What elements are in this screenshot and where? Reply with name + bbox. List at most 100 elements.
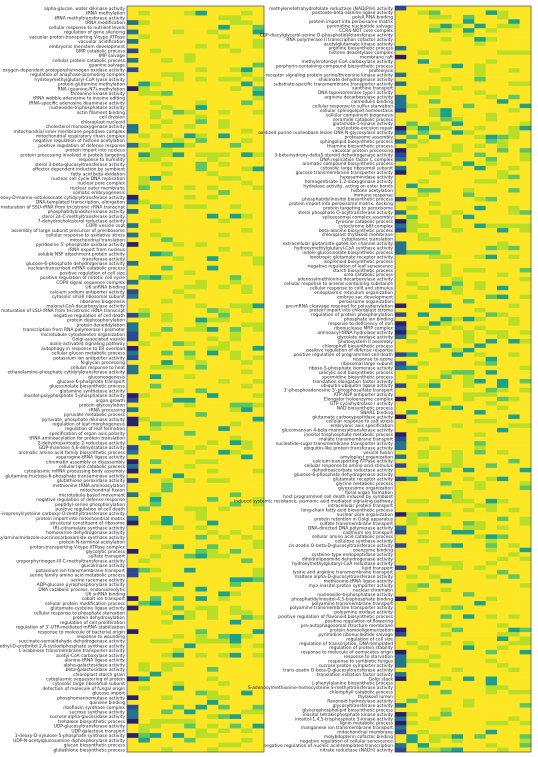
heatmap-cell bbox=[463, 521, 475, 526]
heatmap-cell bbox=[474, 729, 486, 735]
heatmap-cell bbox=[127, 468, 139, 474]
heatmap-cell bbox=[497, 627, 509, 633]
heatmap-cell bbox=[252, 246, 265, 252]
heatmap-cell bbox=[429, 210, 441, 215]
heatmap-cell bbox=[172, 412, 185, 418]
row-label: DNA-directed DNA polymerase activity bbox=[308, 525, 393, 531]
heatmap-cell bbox=[485, 636, 498, 642]
heatmap-cell bbox=[474, 41, 486, 47]
heatmap-cell bbox=[229, 10, 242, 16]
heatmap-cell bbox=[417, 636, 430, 642]
heatmap-cell bbox=[138, 57, 151, 63]
heatmap-cell bbox=[195, 95, 208, 101]
heatmap-cell bbox=[252, 265, 265, 271]
heatmap-cell bbox=[149, 86, 162, 92]
heatmap-cell bbox=[161, 430, 173, 436]
heatmap-cell bbox=[206, 553, 219, 559]
heatmap-cell bbox=[451, 680, 464, 686]
heatmap-cell bbox=[252, 124, 265, 130]
heatmap-cell bbox=[195, 152, 208, 158]
heatmap-cell bbox=[138, 185, 151, 191]
heatmap-cell bbox=[508, 463, 520, 469]
heatmap-cell bbox=[440, 103, 452, 109]
heatmap-cell bbox=[508, 228, 520, 233]
row-label: guanine salvage bbox=[89, 63, 125, 69]
heatmap-cell bbox=[252, 530, 265, 536]
heatmap-cell bbox=[395, 667, 407, 673]
heatmap-cell bbox=[229, 600, 242, 606]
heatmap-cell bbox=[395, 245, 407, 251]
row-label: aromatic compound biosynthetic process bbox=[302, 161, 393, 167]
heatmap-cell bbox=[241, 700, 253, 706]
heatmap-cell bbox=[184, 459, 196, 465]
heatmap-cell bbox=[184, 62, 196, 68]
heatmap-cell bbox=[184, 199, 196, 205]
heatmap-cell bbox=[463, 636, 475, 642]
heatmap-cell bbox=[184, 57, 196, 63]
heatmap-cell bbox=[451, 285, 464, 291]
heatmap-cell bbox=[451, 379, 464, 384]
heatmap-cell bbox=[406, 347, 418, 353]
heatmap-cell bbox=[417, 59, 430, 65]
heatmap-cell bbox=[429, 312, 441, 318]
heatmap-cell bbox=[149, 520, 162, 526]
heatmap-cell bbox=[229, 728, 242, 734]
heatmap-cell bbox=[241, 133, 253, 139]
heatmap-cell bbox=[229, 6, 242, 12]
heatmap-cell bbox=[195, 718, 208, 724]
heatmap-cell bbox=[127, 29, 139, 35]
heatmap-cell bbox=[138, 270, 151, 276]
heatmap-cell bbox=[127, 506, 139, 512]
heatmap-cell bbox=[218, 128, 231, 134]
row-label: N-glycan processing bbox=[81, 360, 126, 366]
heatmap-cell bbox=[241, 733, 253, 739]
heatmap-cell bbox=[161, 322, 173, 328]
heatmap-cell bbox=[519, 263, 532, 269]
heatmap-cell bbox=[519, 645, 532, 651]
row-label: embryonic axis specification bbox=[330, 423, 393, 429]
heatmap-cell bbox=[172, 53, 185, 59]
row-label: glycine metabolic process bbox=[336, 481, 394, 487]
heatmap-cell bbox=[206, 463, 219, 470]
heatmap-cell bbox=[497, 10, 509, 16]
row-label: nucleotide-excision repair bbox=[336, 126, 393, 132]
heatmap-cell bbox=[184, 506, 196, 512]
heatmap-cell bbox=[206, 171, 219, 177]
heatmap-cell bbox=[195, 662, 208, 668]
heatmap-cell bbox=[127, 718, 139, 724]
heatmap-cell bbox=[519, 294, 532, 300]
heatmap-cell bbox=[127, 260, 139, 266]
heatmap-cell bbox=[252, 700, 265, 706]
heatmap-cell bbox=[463, 188, 475, 193]
heatmap-cell bbox=[451, 23, 464, 29]
heatmap-cell bbox=[252, 463, 265, 470]
row-label: protein C-terminal S-isoprenylcysteine c… bbox=[0, 511, 125, 517]
heatmap-cell bbox=[241, 175, 253, 181]
heatmap-cell bbox=[497, 374, 509, 380]
heatmap-cell bbox=[127, 336, 139, 342]
heatmap-cell bbox=[252, 24, 265, 30]
heatmap-frame bbox=[394, 5, 532, 753]
heatmap-cell bbox=[440, 654, 452, 660]
heatmap-cell bbox=[149, 317, 162, 323]
heatmap-cell bbox=[184, 114, 196, 120]
heatmap-cell bbox=[241, 652, 253, 658]
heatmap-cell bbox=[440, 117, 452, 122]
heatmap-cell bbox=[206, 360, 219, 366]
heatmap-cell bbox=[485, 467, 498, 473]
row-label: cellular component biogenesis bbox=[326, 112, 394, 118]
heatmap-cell bbox=[241, 284, 253, 290]
heatmap-cell bbox=[172, 157, 185, 163]
heatmap-cell bbox=[195, 747, 208, 753]
heatmap-cell bbox=[406, 410, 418, 415]
heatmap-cell bbox=[451, 130, 464, 136]
heatmap-cell bbox=[508, 50, 520, 56]
row-label: riboflavin synthase complex bbox=[63, 705, 125, 711]
heatmap-cell bbox=[508, 347, 520, 353]
heatmap-cell bbox=[474, 525, 486, 531]
heatmap-cell bbox=[195, 600, 208, 606]
heatmap-cell bbox=[463, 685, 475, 691]
heatmap-cell bbox=[440, 139, 452, 144]
heatmap-cell bbox=[229, 39, 242, 45]
heatmap-cell bbox=[206, 671, 219, 677]
